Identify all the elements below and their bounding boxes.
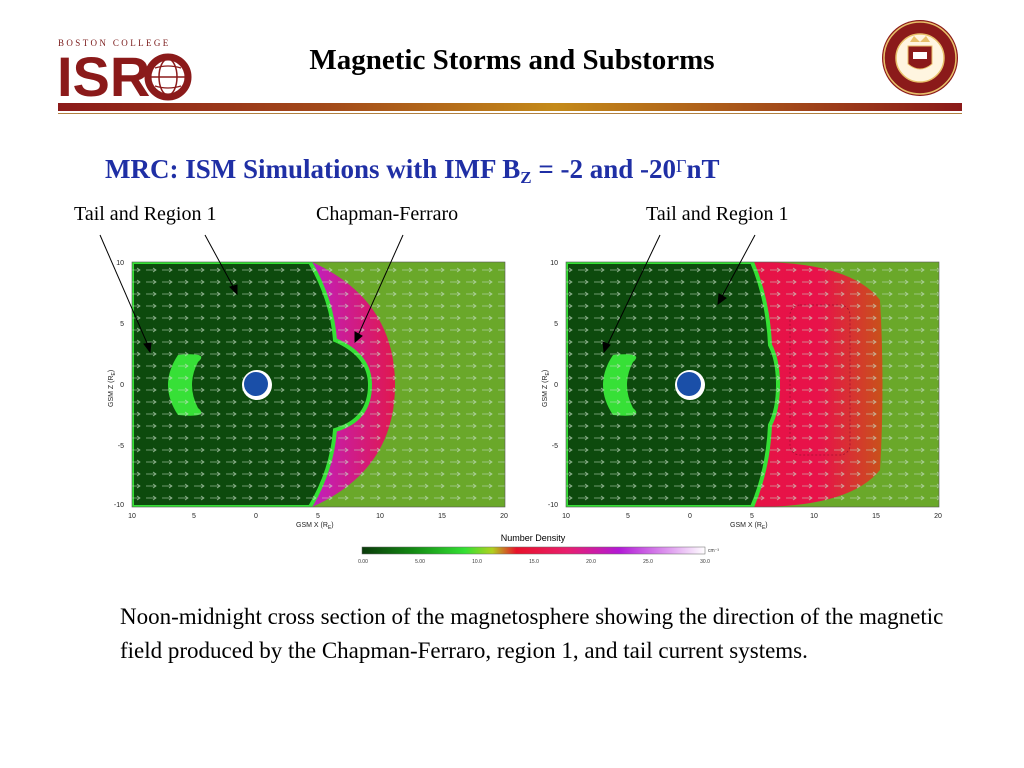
pointer-line — [604, 234, 661, 351]
x-tick: 10 — [128, 513, 136, 520]
colorbar-tick: 5.00 — [415, 559, 425, 565]
colorbar-tick: 10.0 — [472, 559, 482, 565]
x-tick: 10 — [562, 513, 570, 520]
logo-main-text: ISR — [57, 45, 150, 102]
globe-icon — [144, 53, 192, 101]
y-tick: 0 — [120, 382, 124, 389]
slide-caption: Noon-midnight cross section of the magne… — [120, 604, 944, 663]
y-tick: -10 — [548, 502, 558, 509]
earth-icon-right — [677, 372, 701, 396]
colorbar-tick: 30.0 — [700, 559, 710, 565]
pointer-line — [355, 234, 404, 341]
x-tick: 5 — [750, 513, 754, 520]
colorbar-tick: 25.0 — [643, 559, 653, 565]
x-tick: 0 — [688, 513, 692, 520]
y-tick: -5 — [552, 443, 558, 450]
y-axis-label: GSM Z (RE) — [542, 370, 551, 407]
x-axis-label: GSM X (RE) — [730, 522, 768, 531]
pointer-line — [718, 234, 756, 303]
annotation-tail-region1-right: Tail and Region 1 — [646, 203, 789, 225]
x-tick: 20 — [500, 513, 508, 520]
x-tick: 0 — [254, 513, 258, 520]
x-axis-label: GSM X (RE) — [296, 522, 334, 531]
y-tick: -10 — [114, 502, 124, 509]
x-tick: 10 — [810, 513, 818, 520]
header-divider — [58, 103, 962, 111]
colorbar-tick: 0.00 — [358, 559, 368, 565]
pointer-line — [204, 234, 237, 293]
logo-small-text: BOSTON COLLEGE — [58, 38, 171, 48]
annotation-chapman-ferraro: Chapman-Ferraro — [316, 203, 459, 225]
y-tick: 5 — [554, 321, 558, 328]
isro-logo: ISR — [55, 40, 205, 108]
x-tick: 10 — [376, 513, 384, 520]
boston-college-seal-icon — [880, 18, 960, 103]
colorbar-unit: cm⁻³ — [708, 548, 719, 554]
x-tick: 5 — [192, 513, 196, 520]
x-tick: 5 — [316, 513, 320, 520]
page-title: Magnetic Storms and Substorms — [309, 44, 715, 76]
x-tick: 15 — [438, 513, 446, 520]
x-tick: 20 — [934, 513, 942, 520]
y-axis-label: GSM Z (RE) — [108, 370, 117, 407]
y-tick: 10 — [116, 260, 124, 267]
y-tick: 10 — [550, 260, 558, 267]
right-plot-area — [566, 262, 939, 507]
slide-subtitle: MRC: ISM Simulations with IMF BZ = -2 an… — [105, 154, 720, 187]
x-tick: 15 — [872, 513, 880, 520]
y-tick: -5 — [118, 443, 124, 450]
colorbar: Number Density cm⁻³ 0.00 5.00 10.0 15.0 … — [358, 533, 719, 565]
left-plot-area — [132, 262, 505, 507]
colorbar-tick: 15.0 — [529, 559, 539, 565]
annotation-tail-region1-left: Tail and Region 1 — [74, 203, 217, 225]
simulation-figures: 10 5 0 -5 -10 10 5 0 5 10 15 20 GSM X (R… — [99, 234, 942, 565]
pointer-line — [99, 234, 151, 351]
y-tick: 5 — [120, 321, 124, 328]
header-divider-thin — [58, 113, 962, 114]
x-tick: 5 — [626, 513, 630, 520]
colorbar-tick: 20.0 — [586, 559, 596, 565]
earth-icon-left — [244, 372, 268, 396]
colorbar-title: Number Density — [501, 533, 566, 543]
y-tick: 0 — [554, 382, 558, 389]
